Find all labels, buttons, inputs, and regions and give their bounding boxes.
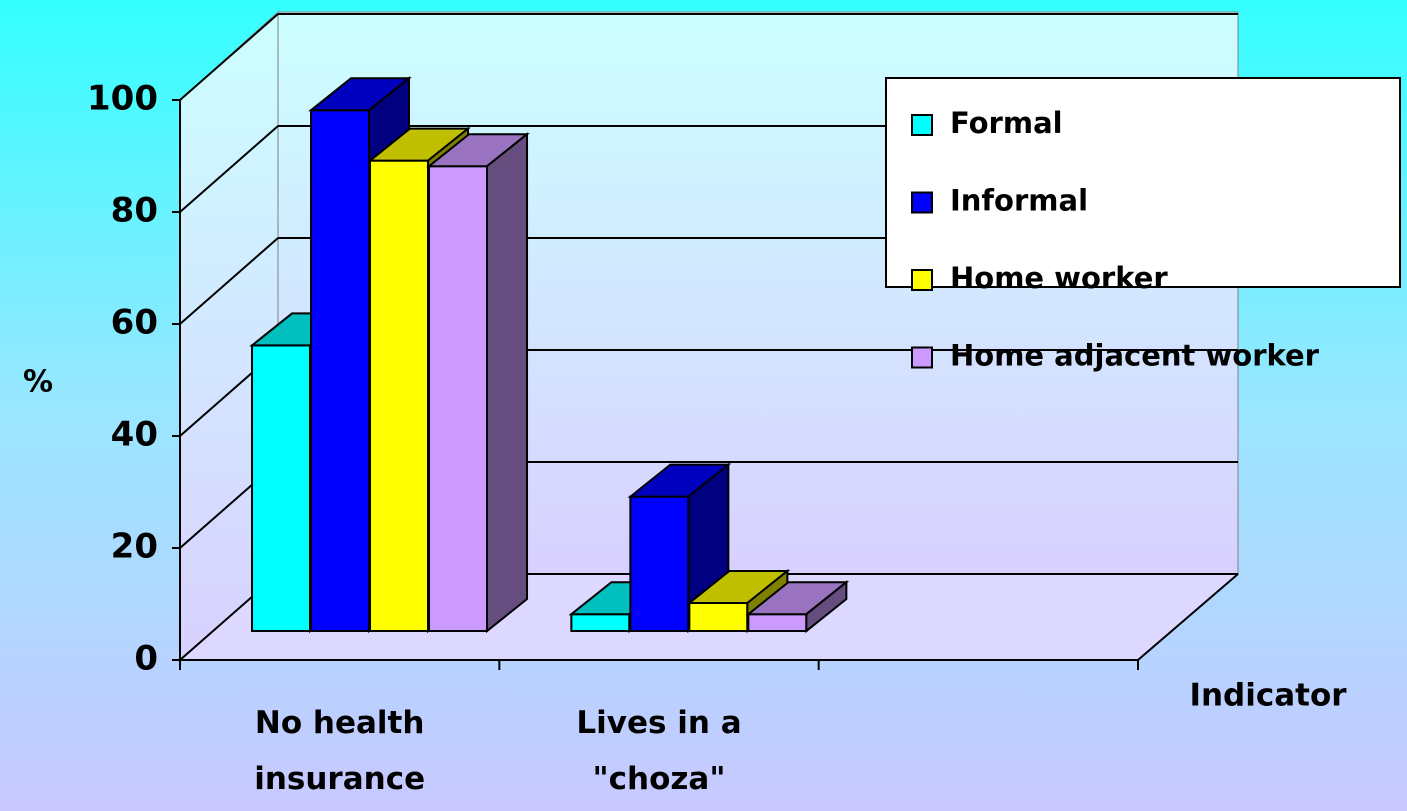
bar-front	[747, 613, 808, 633]
legend-label: Informal	[950, 184, 1088, 218]
bar-front	[251, 344, 312, 633]
grid-line	[179, 125, 279, 213]
bar-front	[570, 613, 631, 633]
bar-side	[486, 132, 529, 634]
x-axis-label: Indicator	[1189, 678, 1347, 714]
legend-label: Formal	[950, 106, 1063, 140]
legend: Formal Informal Home worker Home adjacent w…	[911, 106, 1320, 373]
legend-swatch	[911, 269, 933, 291]
legend-label: Home worker	[950, 261, 1168, 295]
legend-swatch	[911, 114, 933, 136]
legend-label: Home adjacent worker	[950, 339, 1320, 373]
x-tick-label: No health insurance	[254, 705, 426, 797]
bar-front	[688, 602, 749, 633]
y-tick-label: 60	[111, 303, 158, 343]
bars	[249, 76, 850, 634]
y-tick-label: 100	[87, 79, 158, 119]
bar-front	[428, 165, 489, 633]
legend-swatch	[911, 346, 933, 369]
floor-edge	[1137, 573, 1239, 661]
x-tick-label: Lives in a "choza"	[576, 705, 742, 797]
bar-front	[310, 109, 371, 633]
grid-line	[179, 237, 279, 325]
legend-swatch	[911, 191, 933, 214]
bar-front	[369, 159, 430, 633]
bar-side	[805, 580, 848, 634]
y-tick-label: 80	[111, 191, 158, 231]
grid-line	[179, 13, 279, 101]
y-tick-label: 20	[111, 527, 158, 567]
bar-front	[629, 495, 690, 633]
legend-box	[885, 77, 1401, 288]
y-tick-label: 0	[134, 639, 158, 679]
y-tick-label: 40	[111, 415, 158, 455]
y-axis-label: %	[23, 365, 53, 400]
